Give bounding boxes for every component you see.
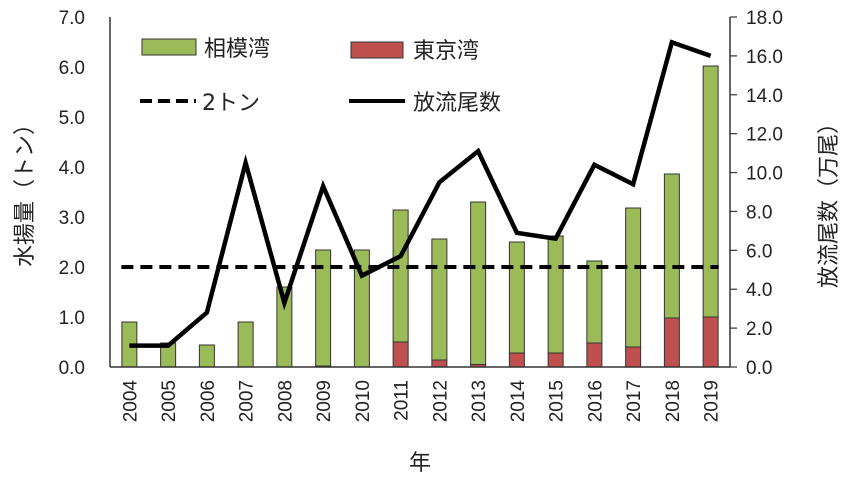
- bar-sagami-bay: [470, 201, 487, 365]
- bar-sagami-bay: [663, 173, 680, 319]
- bar-series: [121, 65, 719, 368]
- bar-tokyo-bay: [663, 317, 680, 368]
- release-count-line: [129, 39, 712, 348]
- legend-swatch-red: [350, 41, 404, 59]
- y-tick-label: 4.0: [59, 158, 85, 179]
- x-tick-label: 2017: [624, 380, 645, 422]
- legend-label: 東京湾: [413, 39, 479, 64]
- bar-sagami-bay: [315, 249, 332, 367]
- y-tick-label: 5.0: [59, 108, 85, 129]
- x-tick-label: 2018: [663, 380, 684, 422]
- bar-tokyo-bay: [625, 346, 642, 368]
- bar-sagami-bay: [237, 321, 254, 368]
- legend-item-sagami: 相模湾: [141, 37, 270, 62]
- legend: 相模湾 東京湾 2トン 放流尾数: [140, 37, 501, 116]
- bar-sagami-bay: [392, 209, 409, 343]
- legend-item-release: 放流尾数: [349, 91, 501, 116]
- bar-sagami-bay: [508, 241, 525, 354]
- y2-axis-title: 放流尾数（万尾）: [817, 112, 842, 288]
- x-tick-label: 2011: [392, 380, 413, 421]
- y2-tick-label: 8.0: [746, 202, 772, 223]
- legend-label: 相模湾: [204, 37, 270, 62]
- x-tick-label: 2006: [198, 380, 219, 422]
- y2-tick-label: 16.0: [746, 47, 783, 68]
- y2-tick-label: 10.0: [746, 164, 783, 185]
- y-axis-title: 水揚量（トン）: [13, 113, 38, 267]
- y2-tick-label: 4.0: [746, 280, 772, 301]
- bar-tokyo-bay: [702, 316, 719, 368]
- x-tick-label: 2009: [314, 380, 335, 422]
- x-tick-label: 2013: [469, 380, 490, 422]
- x-tick-label: 2010: [353, 380, 374, 422]
- left-axis-ticks: 0.0 1.0 2.0 3.0 4.0 5.0 6.0 7.0: [59, 8, 85, 379]
- legend-swatch-green: [141, 38, 197, 56]
- y2-tick-label: 6.0: [746, 241, 772, 262]
- x-tick-label: 2016: [585, 380, 606, 422]
- legend-label: 2トン: [202, 91, 260, 116]
- x-tick-label: 2004: [120, 380, 141, 423]
- bar-tokyo-bay: [392, 341, 409, 368]
- y-tick-label: 2.0: [59, 258, 85, 279]
- bar-sagami-bay: [586, 260, 603, 344]
- x-tick-label: 2005: [159, 380, 180, 422]
- y2-tick-label: 2.0: [746, 319, 772, 340]
- y2-tick-label: 0.0: [746, 358, 772, 379]
- y-tick-label: 0.0: [59, 358, 85, 379]
- x-tick-label: 2007: [237, 380, 258, 422]
- x-tick-label: 2008: [275, 380, 296, 422]
- bar-tokyo-bay: [508, 352, 525, 368]
- bar-sagami-bay: [702, 65, 719, 318]
- x-axis-tick-labels: 2004 2005 2006 2007 2008 2009 2010 2011 2012 2013…: [120, 380, 722, 423]
- legend-item-2ton: 2トン: [140, 91, 260, 116]
- y-tick-label: 1.0: [59, 308, 85, 329]
- y-tick-label: 6.0: [59, 58, 85, 79]
- axes: [109, 17, 731, 368]
- y-tick-label: 7.0: [59, 8, 85, 29]
- bar-tokyo-bay: [431, 359, 448, 368]
- y-tick-label: 3.0: [59, 208, 85, 229]
- x-tick-label: 2019: [702, 380, 723, 422]
- bar-sagami-bay: [431, 238, 448, 361]
- y2-tick-label: 18.0: [746, 8, 783, 29]
- legend-label: 放流尾数: [413, 91, 501, 116]
- line-path: [129, 39, 712, 348]
- x-tick-label: 2012: [430, 380, 451, 422]
- y2-tick-label: 14.0: [746, 86, 783, 107]
- bar-tokyo-bay: [547, 352, 564, 368]
- bar-tokyo-bay: [586, 342, 603, 368]
- y2-tick-label: 12.0: [746, 125, 783, 146]
- x-axis-title: 年: [409, 451, 431, 476]
- bar-sagami-bay: [198, 344, 215, 368]
- bar-sagami-bay: [625, 207, 642, 348]
- right-axis-ticks: 0.0 2.0 4.0 6.0 8.0 10.0 12.0 14.0 16.0 18.0: [730, 8, 783, 379]
- bar-sagami-bay: [547, 235, 564, 354]
- legend-item-tokyo: 東京湾: [350, 39, 479, 64]
- x-tick-label: 2014: [508, 380, 529, 423]
- x-tick-label: 2015: [547, 380, 568, 422]
